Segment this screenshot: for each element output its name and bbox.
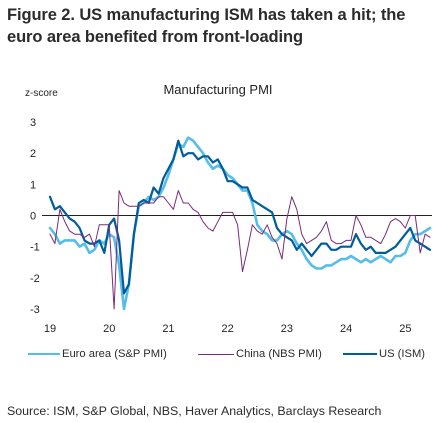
y-tick-label: -3 xyxy=(30,304,40,316)
y-axis-ticks: 3 2 1 0 -1 -2 -3 xyxy=(30,117,40,316)
legend-swatch-us xyxy=(343,353,377,355)
x-tick-label: 23 xyxy=(281,323,293,335)
legend-item-us: US (ISM) xyxy=(343,348,425,360)
y-tick-label: -2 xyxy=(30,273,40,285)
x-tick-label: 21 xyxy=(162,323,174,335)
legend-item-euro: Euro area (S&P PMI) xyxy=(28,348,167,360)
x-tick-label: 20 xyxy=(103,323,115,335)
legend: Euro area (S&P PMI) China (NBS PMI) US (… xyxy=(28,348,440,362)
legend-label-us: US (ISM) xyxy=(379,348,425,360)
legend-swatch-china xyxy=(198,353,234,355)
y-tick-label: 1 xyxy=(30,179,36,191)
y-tick-label: 2 xyxy=(30,148,36,160)
y-tick-label: 0 xyxy=(30,211,36,223)
y-tick-label: 3 xyxy=(30,117,36,129)
legend-label-euro: Euro area (S&P PMI) xyxy=(62,348,167,360)
x-tick-label: 19 xyxy=(44,323,56,335)
series-layer xyxy=(48,136,432,311)
x-tick-label: 22 xyxy=(222,323,234,335)
x-tick-label: 24 xyxy=(340,323,352,335)
figure-title: Figure 2. US manufacturing ISM has taken… xyxy=(7,6,406,46)
series-line-china xyxy=(49,190,431,310)
x-axis-ticks: 19 20 21 22 23 24 25 xyxy=(44,323,412,335)
legend-item-china: China (NBS PMI) xyxy=(198,348,322,360)
source-note: Source: ISM, S&P Global, NBS, Haver Anal… xyxy=(7,404,382,418)
y-tick-label: -1 xyxy=(30,242,40,254)
x-tick-label: 25 xyxy=(399,323,411,335)
legend-swatch-euro xyxy=(28,353,60,355)
series-line-us xyxy=(48,139,432,295)
chart-title: Manufacturing PMI xyxy=(163,82,272,97)
chart-container: z-score Manufacturing PMI 3 2 1 0 -1 -2 -3 19 2… xyxy=(0,66,442,366)
y-axis-label: z-score xyxy=(25,88,58,99)
series-line-euro-area xyxy=(48,136,432,311)
legend-label-china: China (NBS PMI) xyxy=(236,348,322,360)
